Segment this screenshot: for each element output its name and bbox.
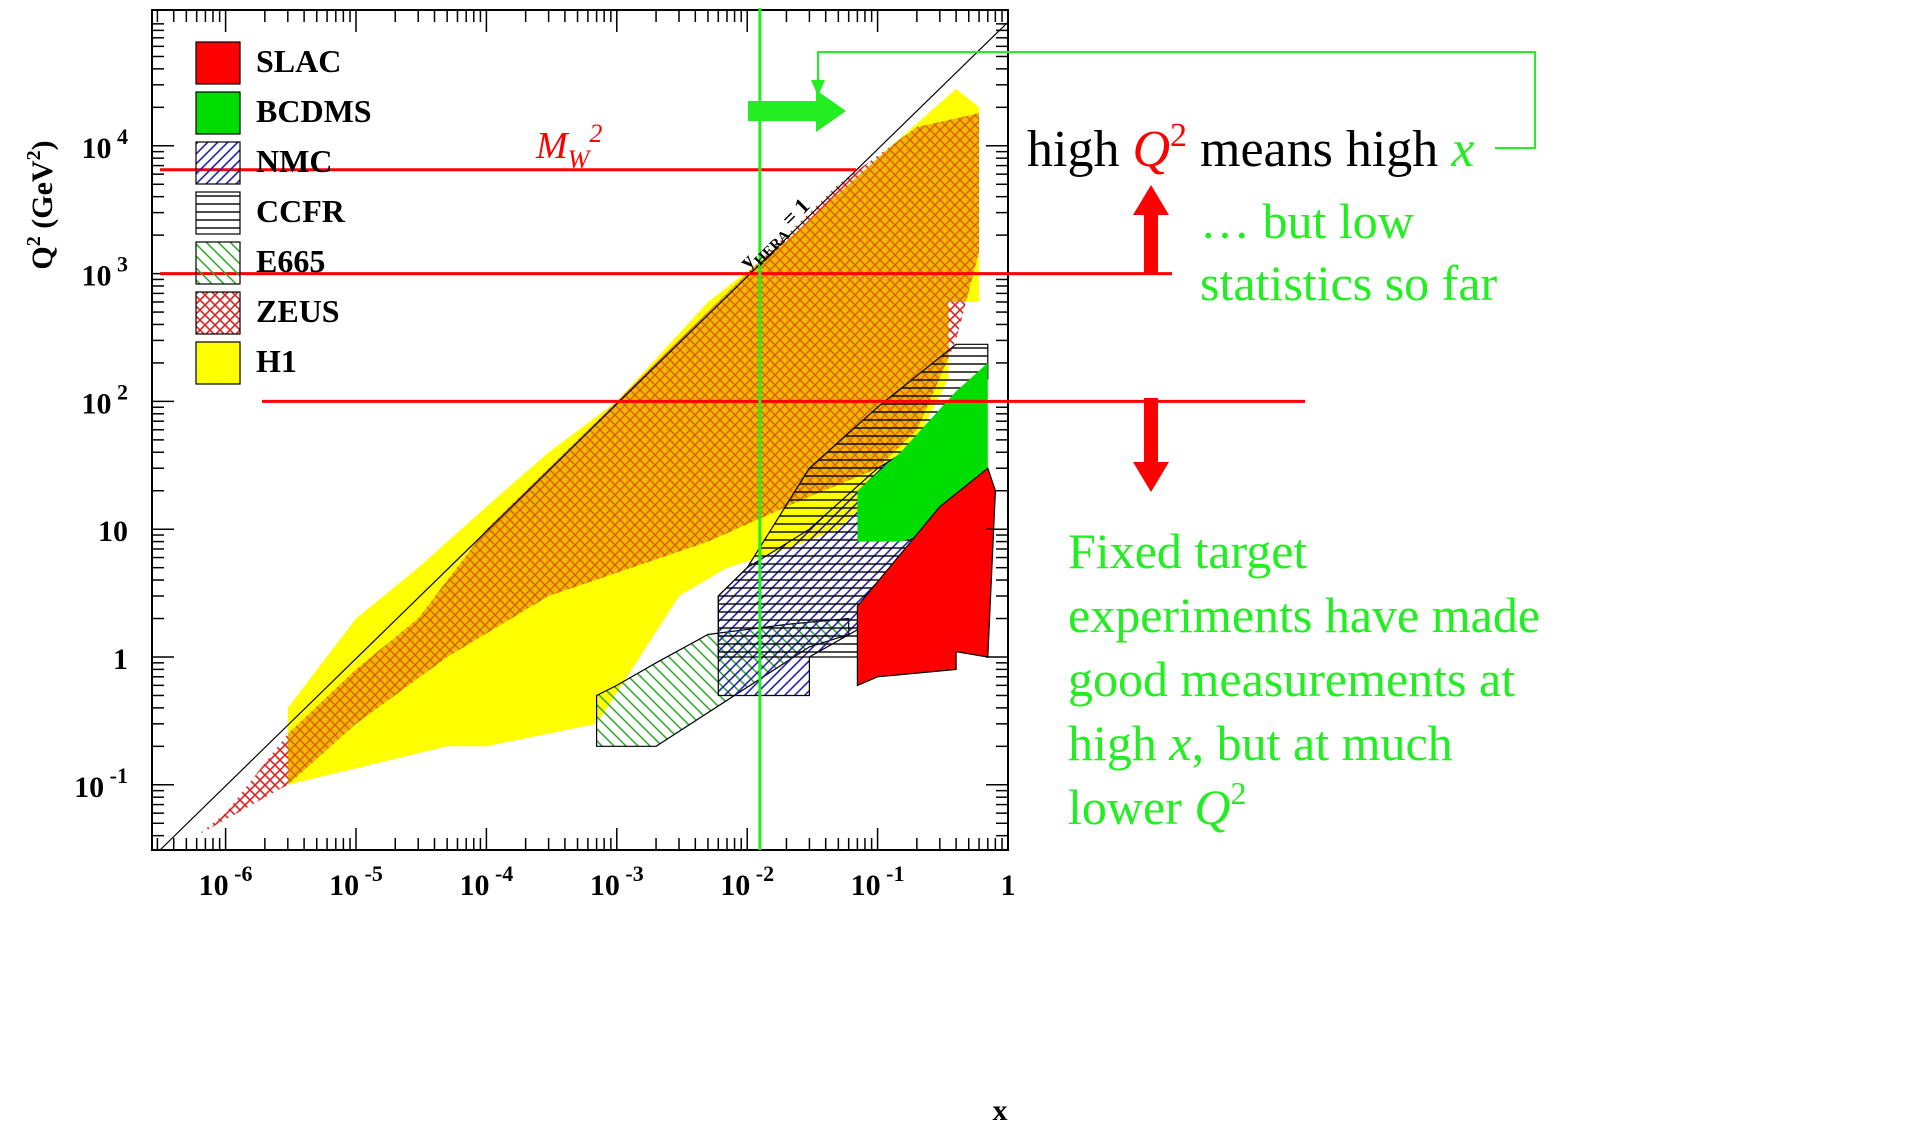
legend-swatch-e665	[195, 241, 241, 285]
x-tick-label: 10 -6	[199, 861, 253, 902]
svg-text:Fixed target: Fixed target	[1068, 523, 1307, 579]
legend-label-ccfr: CCFR	[256, 193, 346, 229]
legend-label-slac: SLAC	[256, 43, 341, 79]
legend: SLAC BCDMS NMC CCFR E665 ZEUS H1	[195, 41, 372, 385]
legend-label-bcdms: BCDMS	[256, 93, 372, 129]
y-tick-label: 10 -1	[74, 763, 128, 804]
legend-label-e665: E665	[256, 243, 325, 279]
y-tick-label: 10	[98, 515, 128, 548]
region-h1-zeus-overlap	[287, 113, 980, 785]
svg-text:good measurements at: good measurements at	[1068, 651, 1515, 707]
high-q2-text: high Q2 means high x	[1027, 117, 1474, 178]
legend-label-nmc: NMC	[256, 143, 332, 179]
x-axis-title: x	[993, 1094, 1008, 1125]
legend-label-zeus: ZEUS	[256, 293, 340, 329]
x-tick-label: 10 -5	[329, 861, 383, 902]
mw-squared-label: MW2	[535, 119, 602, 174]
x-tick-label: 10 -3	[590, 861, 644, 902]
low-stats-line-2: statistics so far	[1200, 255, 1498, 311]
y-axis-title: Q2 (GeV2)	[23, 140, 59, 269]
y-tick-label: 1	[113, 643, 128, 676]
axis-tick-labels: 10 -6 10 -5 10 -4 10 -3 10 -2 10 -1 1 10 -1 1 10 1…	[74, 124, 1015, 902]
y-tick-label: 10 4	[82, 124, 129, 165]
svg-text:experiments have made: experiments have made	[1068, 587, 1540, 643]
red-up-arrow	[1133, 185, 1169, 274]
x-tick-label: 10 -4	[459, 861, 513, 902]
legend-swatch-bcdms	[195, 91, 241, 135]
region-slac	[856, 467, 997, 687]
x-tick-label: 10 -1	[851, 861, 905, 902]
green-arrow	[748, 51, 1536, 149]
fixed-target-text: Fixed target experiments have made good …	[1068, 523, 1540, 835]
legend-swatch-ccfr	[195, 191, 241, 235]
low-stats-line-1: … but low	[1200, 193, 1414, 249]
reference-lines	[160, 8, 1305, 850]
data-regions	[159, 21, 1008, 850]
legend-label-h1: H1	[256, 343, 297, 379]
legend-swatch-zeus	[195, 291, 241, 335]
svg-text:high x, but at much: high x, but at much	[1068, 715, 1453, 771]
y-tick-label: 10 3	[82, 252, 129, 293]
legend-swatch-nmc	[195, 141, 241, 185]
x-tick-label: 1	[1001, 869, 1016, 902]
x-tick-label: 10 -2	[720, 861, 774, 902]
yhera-line	[159, 21, 1008, 850]
legend-swatch-slac	[195, 41, 241, 85]
svg-text:lower Q2: lower Q2	[1068, 775, 1246, 835]
red-down-arrow	[1133, 398, 1169, 492]
legend-swatch-h1	[195, 341, 241, 385]
y-tick-label: 10 2	[82, 379, 129, 420]
